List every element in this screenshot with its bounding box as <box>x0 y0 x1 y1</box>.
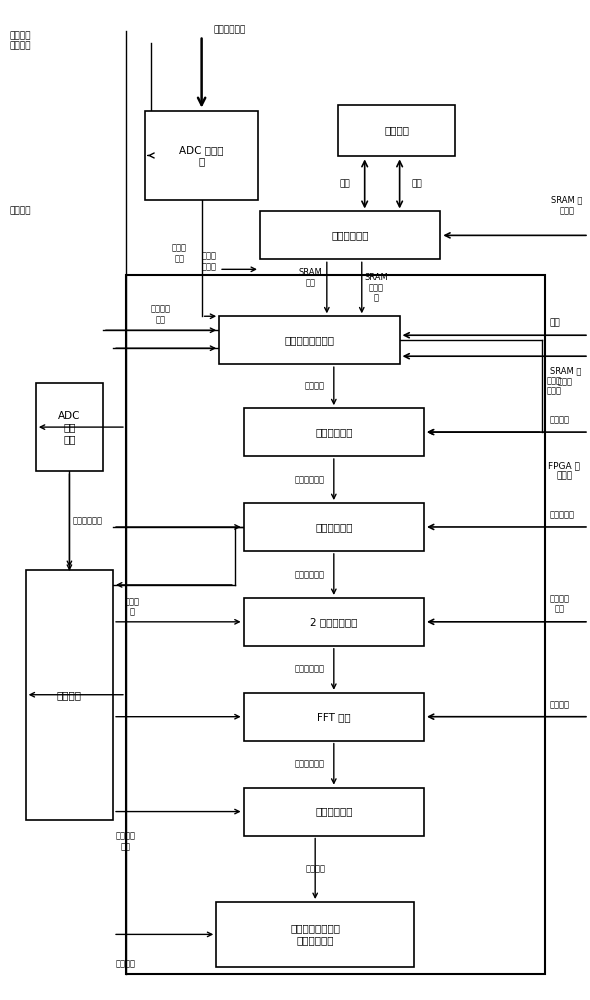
Text: 复位信
号: 复位信 号 <box>124 597 140 617</box>
FancyBboxPatch shape <box>339 105 455 156</box>
Text: 配置结束信号: 配置结束信号 <box>73 516 102 525</box>
Text: 降采样后
数据: 降采样后 数据 <box>550 594 570 614</box>
Text: 中频陷波模块: 中频陷波模块 <box>315 522 353 532</box>
Text: 配置总线: 配置总线 <box>9 206 31 215</box>
FancyBboxPatch shape <box>244 693 424 741</box>
Text: 采样数据接收模块: 采样数据接收模块 <box>284 335 335 345</box>
FancyBboxPatch shape <box>36 383 103 471</box>
Text: 数据有效信号: 数据有效信号 <box>295 570 325 579</box>
Text: 累积次数
控制: 累积次数 控制 <box>116 832 136 851</box>
Text: 缓存写
入数据: 缓存写 入数据 <box>201 252 216 271</box>
Text: 存储单元: 存储单元 <box>384 126 409 136</box>
FancyBboxPatch shape <box>244 598 424 646</box>
Text: 缓存读
出数据: 缓存读 出数据 <box>547 376 562 396</box>
Text: 串行数据: 串行数据 <box>550 416 570 425</box>
Text: 陷波后数据: 陷波后数据 <box>550 510 575 519</box>
Text: SRAM
地址: SRAM 地址 <box>299 268 322 288</box>
Text: 频谱数据: 频谱数据 <box>305 864 325 873</box>
Text: 采样后
信号: 采样后 信号 <box>172 244 187 263</box>
FancyBboxPatch shape <box>244 788 424 836</box>
Text: 频谱数据: 频谱数据 <box>550 700 570 709</box>
FancyBboxPatch shape <box>219 316 399 364</box>
Text: 地址: 地址 <box>550 319 560 328</box>
Text: ADC 采样单
元: ADC 采样单 元 <box>179 145 224 166</box>
FancyBboxPatch shape <box>26 570 113 820</box>
Text: 数据有效信号: 数据有效信号 <box>295 475 325 484</box>
Text: 数据有效信号: 数据有效信号 <box>295 665 325 674</box>
Text: 外部模拟信号: 外部模拟信号 <box>213 25 245 34</box>
Text: 数据: 数据 <box>339 179 350 188</box>
Text: 使能信号: 使能信号 <box>116 960 136 969</box>
Text: 峰值提取和多普勒
频率计算模块: 峰值提取和多普勒 频率计算模块 <box>290 924 340 945</box>
Text: 采样结束
信号: 采样结束 信号 <box>151 305 171 324</box>
Text: ADC
配置
模块: ADC 配置 模块 <box>58 411 81 444</box>
Text: SRAM 控
制信号: SRAM 控 制信号 <box>551 196 582 215</box>
FancyBboxPatch shape <box>216 902 414 967</box>
Text: 使能信号: 使能信号 <box>305 382 325 391</box>
Text: 控制模块: 控制模块 <box>57 690 82 700</box>
Text: 脉冲累积模块: 脉冲累积模块 <box>315 807 353 817</box>
FancyBboxPatch shape <box>145 111 258 200</box>
Text: FPGA 处
理单元: FPGA 处 理单元 <box>548 461 580 481</box>
Text: 数据有效信号: 数据有效信号 <box>295 760 325 769</box>
FancyBboxPatch shape <box>260 211 440 259</box>
Text: 外部采样
触发信号: 外部采样 触发信号 <box>9 31 31 50</box>
Text: SRAM
控制信
号: SRAM 控制信 号 <box>365 273 388 303</box>
Text: SRAM 控
制信号: SRAM 控 制信号 <box>550 366 581 386</box>
FancyBboxPatch shape <box>244 503 424 551</box>
Text: 地址: 地址 <box>411 179 422 188</box>
Text: 数据输入模块: 数据输入模块 <box>315 427 353 437</box>
Text: 存储接口模块: 存储接口模块 <box>332 230 369 240</box>
FancyBboxPatch shape <box>244 408 424 456</box>
Text: 2 倍降采样模块: 2 倍降采样模块 <box>310 617 358 627</box>
Text: FFT 模块: FFT 模块 <box>317 712 350 722</box>
